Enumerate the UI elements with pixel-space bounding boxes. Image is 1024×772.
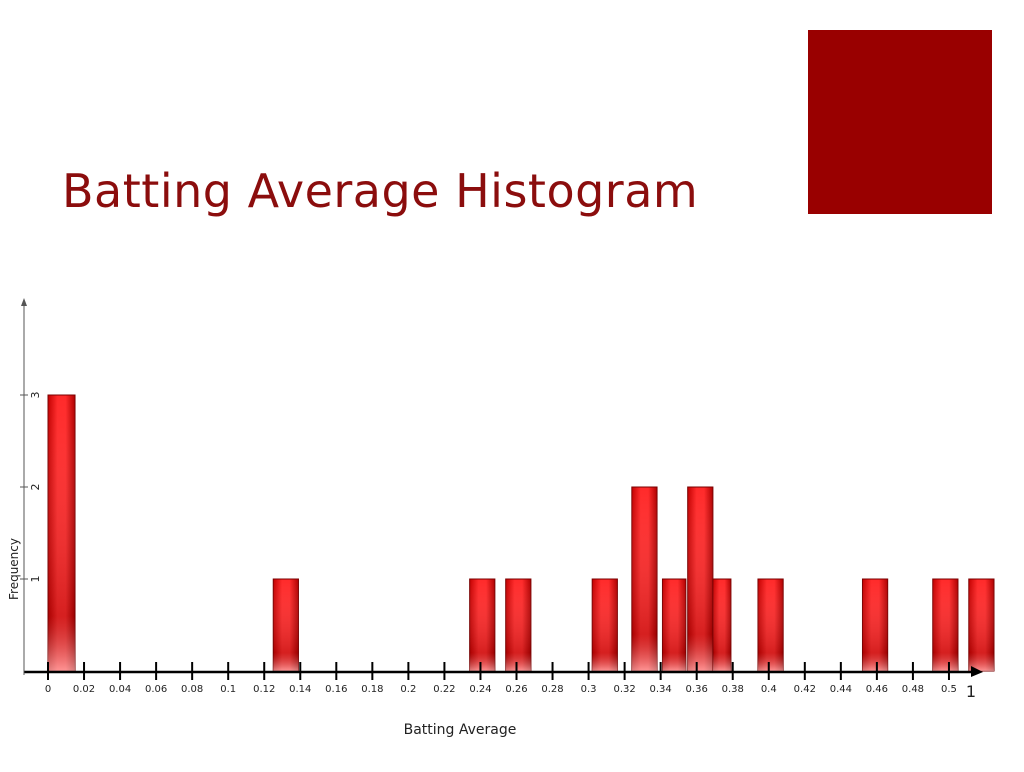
x-tick-label: 0.28 bbox=[541, 684, 563, 695]
x-tick-label: 0.5 bbox=[941, 684, 957, 695]
histogram-bar bbox=[661, 578, 687, 672]
histogram-bar bbox=[932, 578, 959, 672]
x-tick-label: 0.24 bbox=[469, 684, 491, 695]
histogram-bar bbox=[469, 578, 496, 672]
x-tick-labels: 0 0.02 0.04 0.06 0.08 0.1 0.12 0.14 0.16 0.18 0.2 0… bbox=[45, 662, 976, 701]
x-tick-label: 0.18 bbox=[361, 684, 383, 695]
x-tick-label: 0.04 bbox=[109, 684, 131, 695]
x-axis-end-label: 1 bbox=[966, 682, 976, 701]
x-tick-label: 0.32 bbox=[613, 684, 635, 695]
x-tick-label: 0.26 bbox=[505, 684, 527, 695]
x-tick-label: 0.36 bbox=[686, 684, 708, 695]
y-tick-label: 2 bbox=[29, 484, 42, 491]
x-tick-label: 0.3 bbox=[581, 684, 597, 695]
histogram-bar bbox=[591, 578, 618, 672]
x-tick-label: 0.1 bbox=[220, 684, 236, 695]
y-tick-label: 3 bbox=[29, 392, 42, 399]
accent-square bbox=[808, 30, 992, 214]
x-tick-label: 0.06 bbox=[145, 684, 167, 695]
x-axis-label: Batting Average bbox=[403, 722, 517, 738]
x-tick-label: 0.22 bbox=[433, 684, 455, 695]
x-tick-label: 0.44 bbox=[830, 684, 852, 695]
x-tick-label: 0.42 bbox=[794, 684, 816, 695]
x-tick-label: 0.2 bbox=[400, 684, 416, 695]
x-tick-label: 0.34 bbox=[650, 684, 672, 695]
x-tick-label: 0 bbox=[45, 684, 51, 695]
x-tick-label: 0.38 bbox=[722, 684, 744, 695]
x-tick-label: 0.12 bbox=[253, 684, 275, 695]
histogram-bar bbox=[631, 486, 658, 672]
slide-title: Batting Average Histogram bbox=[62, 164, 699, 218]
x-tick-label: 0.08 bbox=[181, 684, 203, 695]
axes bbox=[21, 298, 983, 677]
histogram-bar bbox=[757, 578, 784, 672]
histogram-bar bbox=[47, 394, 76, 672]
x-tick-label: 0.4 bbox=[761, 684, 777, 695]
x-tick-label: 0.02 bbox=[73, 684, 95, 695]
histogram-bar bbox=[861, 578, 889, 672]
y-tick-labels: 1 2 3 bbox=[20, 392, 42, 583]
histogram-bar bbox=[272, 578, 299, 672]
x-axis-arrow bbox=[971, 666, 983, 677]
y-tick-label: 1 bbox=[29, 576, 42, 583]
x-tick-label: 0.14 bbox=[289, 684, 311, 695]
x-tick-label: 0.46 bbox=[866, 684, 888, 695]
histogram-bar bbox=[505, 578, 532, 672]
histogram-bar bbox=[968, 578, 995, 672]
histogram-bar bbox=[712, 578, 732, 672]
bar-series bbox=[47, 394, 995, 672]
x-tick-label: 0.16 bbox=[325, 684, 347, 695]
histogram-bar bbox=[687, 486, 714, 672]
y-axis-arrow bbox=[21, 298, 27, 306]
x-tick-label: 0.48 bbox=[902, 684, 924, 695]
y-axis-label: Frequency bbox=[7, 538, 21, 600]
